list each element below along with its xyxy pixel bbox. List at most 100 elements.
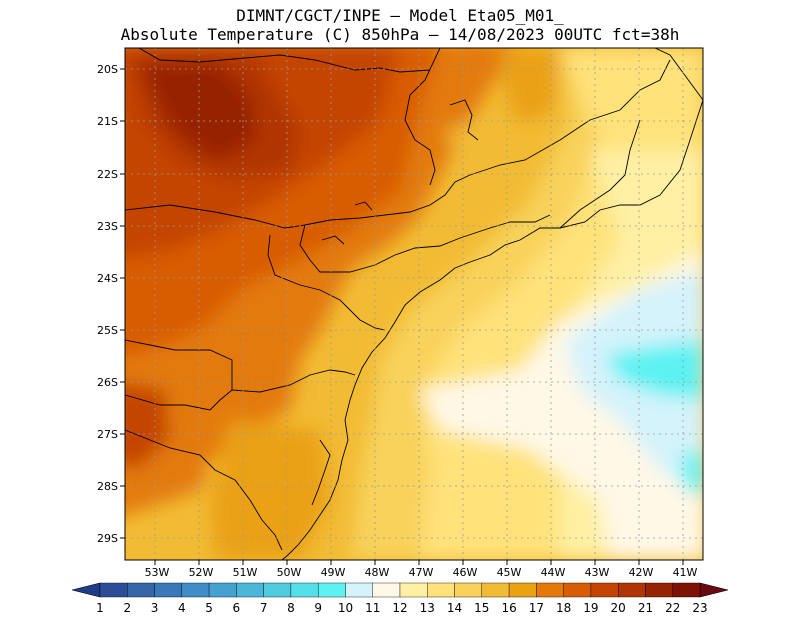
lagoon-line (311, 439, 331, 506)
colorbar-high-arrow (699, 582, 729, 598)
colorbar-label: 3 (151, 601, 159, 615)
coast-north (654, 48, 703, 101)
colorbar-label: 4 (178, 601, 186, 615)
colorbar-swatch (563, 582, 592, 598)
colorbar-swatch (508, 582, 537, 598)
colorbar-label: 17 (529, 601, 544, 615)
colorbar-swatch (345, 582, 373, 598)
colorbar-swatch (427, 582, 455, 598)
lat-label: 20S (97, 63, 118, 76)
sc-rs-border (231, 369, 356, 393)
river-border (304, 174, 471, 226)
colorbar-label: 21 (638, 601, 653, 615)
colorbar-swatch (481, 582, 510, 598)
colorbar-label: 12 (392, 601, 407, 615)
colorbar-swatch (536, 582, 564, 598)
lon-label: 49W (321, 566, 346, 579)
lat-ticks (120, 68, 125, 539)
lon-label: 42W (629, 566, 654, 579)
lon-label: 51W (233, 566, 258, 579)
go-border (138, 48, 431, 73)
rj-border (559, 119, 641, 229)
colorbar-swatch (454, 582, 483, 598)
colorbar-label: 22 (665, 601, 680, 615)
colorbar-swatch (645, 582, 673, 598)
colorbar-label: 13 (420, 601, 435, 615)
colorbar-swatch (181, 582, 210, 598)
colorbar-label: 2 (123, 601, 131, 615)
lat-label: 24S (97, 272, 118, 285)
lon-label: 47W (409, 566, 434, 579)
chart-title-line-1: DIMNT/CGCT/INPE — Model Eta05_M01_ (236, 6, 564, 25)
colorbar-swatch (617, 582, 646, 598)
field-15c-inland (445, 120, 500, 180)
lon-label: 43W (585, 566, 610, 579)
colorbar-label: 9 (314, 601, 322, 615)
lat-label: 23S (97, 220, 118, 233)
mg-border-west (404, 48, 441, 186)
reservoir-a (449, 99, 479, 141)
colorbar-label: 7 (260, 601, 268, 615)
lon-label: 44W (541, 566, 566, 579)
map-frame (124, 47, 704, 561)
colorbar-label: 15 (474, 601, 489, 615)
lon-label: 46W (453, 566, 478, 579)
colorbar-label: 14 (447, 601, 462, 615)
lat-label: 28S (97, 480, 118, 493)
lon-label: 52W (189, 566, 214, 579)
colorbar-swatch (590, 582, 619, 598)
colorbar-label: 5 (205, 601, 213, 615)
lon-label: 41W (673, 566, 698, 579)
field-9c-south (680, 450, 703, 495)
colorbar-label: 8 (287, 601, 295, 615)
coastlines-borders (125, 48, 703, 560)
colorbar-swatch (290, 582, 319, 598)
colorbar-label: 19 (583, 601, 598, 615)
lon-label: 53W (145, 566, 170, 579)
lat-label: 22S (97, 168, 118, 181)
colorbar: 1 2 3 4 5 6 7 8 9 10 11 12 13 14 15 16 17 18 19 20 21 22 23 (71, 582, 729, 615)
lat-label: 29S (97, 532, 118, 545)
colorbar-label: 10 (338, 601, 353, 615)
temperature-field (125, 48, 703, 560)
field-16c-south (210, 420, 330, 560)
reservoir-b (321, 235, 345, 245)
colorbar-swatch (263, 582, 292, 598)
lon-ticks (154, 560, 684, 565)
lat-labels: 20S 21S 22S 23S 24S 25S 26S 27S 28S 29S (97, 63, 118, 545)
graticule (125, 48, 703, 560)
lon-label: 50W (277, 566, 302, 579)
sp-pr-border (125, 204, 551, 273)
lat-label: 27S (97, 428, 118, 441)
colorbar-label: 6 (233, 601, 241, 615)
colorbar-swatch (236, 582, 264, 598)
mg-border-east (469, 59, 671, 176)
reservoir-c (354, 201, 373, 211)
lat-label: 25S (97, 324, 118, 337)
chart-title-line-2: Absolute Temperature (C) 850hPa — 14/08/… (120, 25, 680, 44)
lon-label: 45W (497, 566, 522, 579)
colorbar-swatch (127, 582, 155, 598)
colorbar-swatch (154, 582, 183, 598)
lat-label: 21S (97, 115, 118, 128)
colorbar-swatch (372, 582, 401, 598)
field-16c-north (500, 48, 560, 125)
colorbar-label: 23 (692, 601, 707, 615)
colorbar-low-arrow (71, 582, 101, 598)
colorbar-swatch (399, 582, 428, 598)
colorbar-swatch (317, 582, 346, 598)
lon-labels: 53W 52W 51W 50W 49W 48W 47W 46W 45W 44W … (145, 566, 698, 579)
atlantic-coastline (281, 99, 703, 560)
colorbar-label: 1 (96, 601, 104, 615)
colorbar-label: 11 (365, 601, 380, 615)
colorbar-swatch (99, 582, 128, 598)
field-21c (140, 62, 255, 160)
pr-sc-border-a (267, 234, 386, 331)
field-9c (605, 340, 703, 400)
uruguay-border (125, 429, 283, 551)
argentina-border (125, 389, 233, 411)
paraguay-border (125, 339, 233, 390)
colorbar-label: 20 (611, 601, 626, 615)
lat-label: 26S (97, 376, 118, 389)
